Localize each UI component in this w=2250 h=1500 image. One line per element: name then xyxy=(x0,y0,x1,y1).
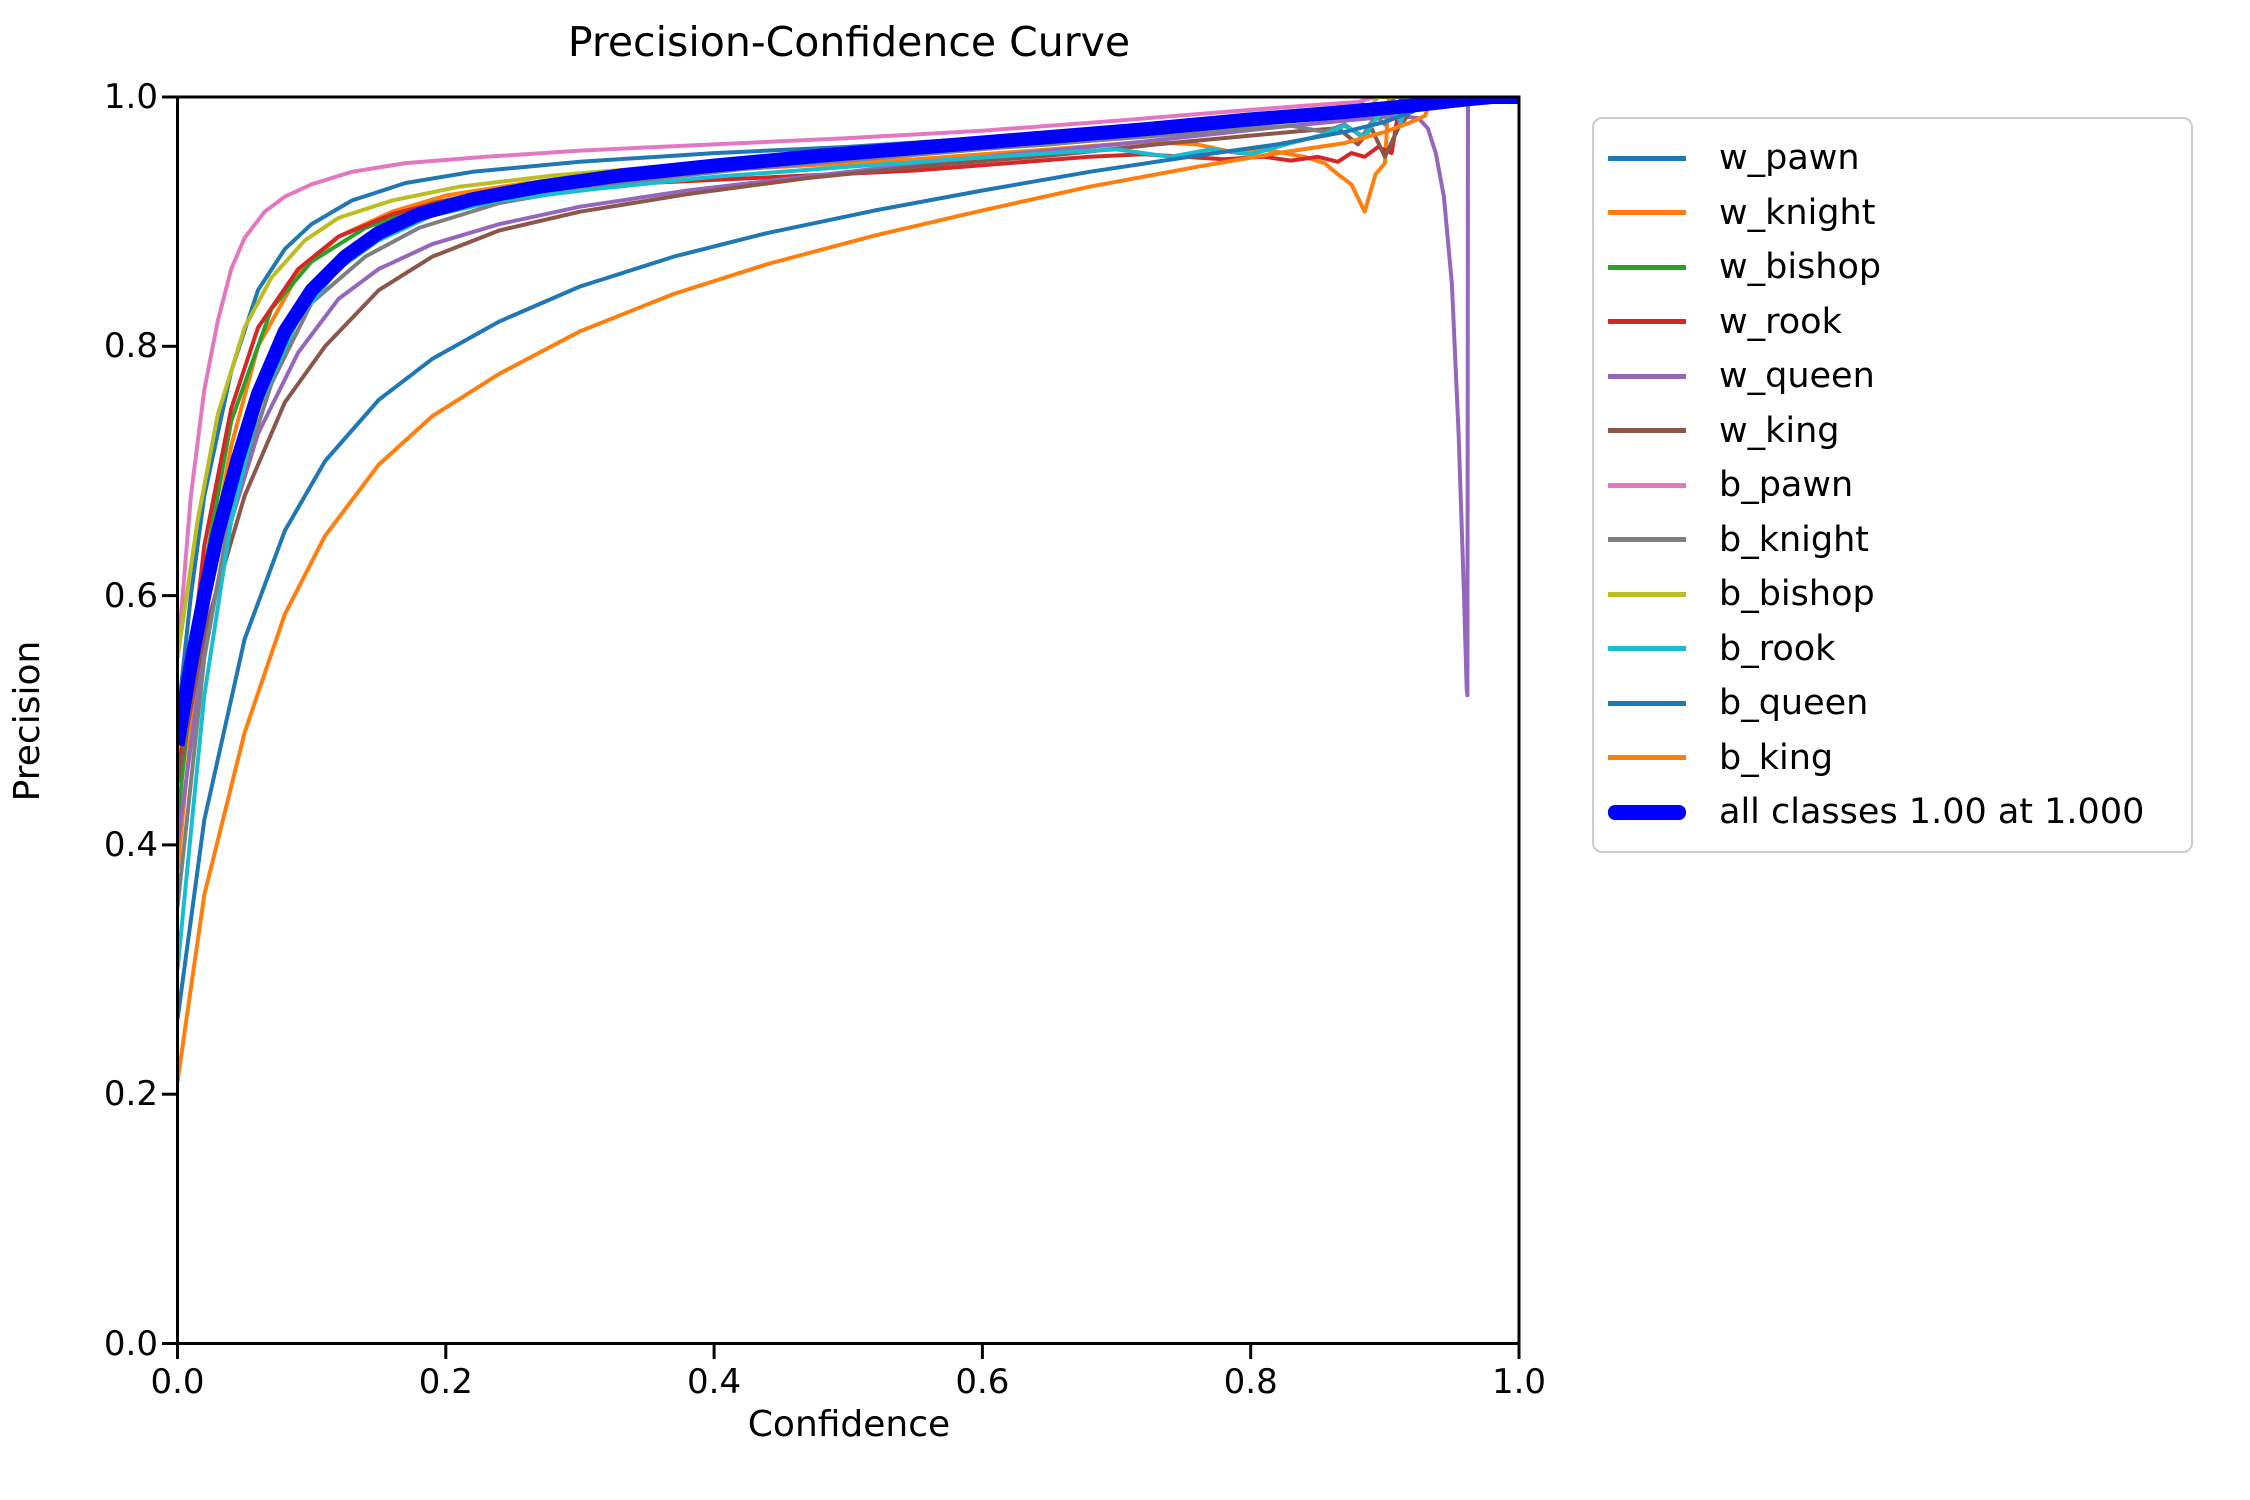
legend-item-label: b_pawn xyxy=(1719,465,1854,505)
legend-line-swatch xyxy=(1608,700,1686,706)
legend-item: b_rook xyxy=(1594,622,2191,676)
legend-line-swatch xyxy=(1608,373,1686,379)
legend-line-swatch xyxy=(1608,210,1686,215)
x-tick-label: 1.0 xyxy=(1491,1362,1547,1402)
y-tick-label: 0.6 xyxy=(103,575,158,616)
x-tick-label: 0.4 xyxy=(687,1362,742,1402)
curve-w_pawn xyxy=(177,97,1385,721)
legend-item-label: b_king xyxy=(1719,737,1834,778)
legend-line-swatch xyxy=(1608,155,1686,161)
legend-line-swatch xyxy=(1608,428,1686,433)
curve-w_queen xyxy=(177,97,1474,846)
legend-line-swatch xyxy=(1608,591,1686,597)
legend-line-swatch xyxy=(1608,482,1686,488)
legend-item: b_pawn xyxy=(1594,458,2191,512)
x-tick-label: 0.6 xyxy=(955,1362,1010,1402)
curve-lines xyxy=(177,97,1519,1082)
y-tick-label: 0.2 xyxy=(103,1074,158,1115)
legend-item: w_knight xyxy=(1594,186,2191,240)
curve-b_pawn xyxy=(177,97,1399,659)
x-tick-label: 0.0 xyxy=(150,1362,205,1402)
curve-w_rook xyxy=(177,97,1419,783)
legend-item-label: w_rook xyxy=(1719,301,1842,342)
legend-item-label: w_queen xyxy=(1719,356,1875,396)
legend-item-label: b_rook xyxy=(1719,628,1836,669)
x-axis-label: Confidence xyxy=(747,1404,951,1445)
legend-item-label: w_king xyxy=(1719,410,1840,451)
legend-item-label: b_bishop xyxy=(1719,574,1875,614)
x-tick-label: 0.8 xyxy=(1223,1362,1278,1402)
y-tick-label: 0.4 xyxy=(103,824,158,865)
legend-item: b_queen xyxy=(1594,676,2191,730)
curve-b_king xyxy=(177,97,1446,1082)
legend-item-label: b_queen xyxy=(1719,683,1869,723)
legend-item: b_king xyxy=(1594,731,2191,785)
y-tick-label: 0.0 xyxy=(103,1323,158,1364)
y-tick-label: 1.0 xyxy=(103,77,158,117)
legend-box: w_pawn w_knight w_bishop w_rook w_queen … xyxy=(1592,117,2193,853)
legend-item: w_rook xyxy=(1594,295,2191,349)
chart-title: Precision-Confidence Curve xyxy=(567,18,1131,66)
legend-item-label: w_pawn xyxy=(1719,138,1860,178)
axes-spines xyxy=(176,95,1521,1345)
legend-line-swatch xyxy=(1608,537,1686,542)
legend-item-label: w_knight xyxy=(1719,192,1876,233)
legend-line-swatch xyxy=(1608,646,1686,651)
legend-line-swatch xyxy=(1608,804,1686,820)
legend-item-label: b_knight xyxy=(1719,519,1870,560)
legend-item: all classes 1.00 at 1.000 xyxy=(1594,785,2191,839)
y-tick-label: 0.8 xyxy=(103,326,158,367)
curve-w_bishop xyxy=(177,97,1426,821)
curve-b_queen xyxy=(177,97,1446,1020)
axis-ticks xyxy=(162,95,1521,1359)
curve-b_knight xyxy=(177,97,1412,908)
legend-item-label: w_bishop xyxy=(1719,247,1882,287)
curve-w_king xyxy=(177,97,1426,783)
legend-line-swatch xyxy=(1608,264,1686,270)
x-tick-label: 0.2 xyxy=(418,1362,473,1402)
legend-item: w_king xyxy=(1594,404,2191,458)
legend-line-swatch xyxy=(1608,319,1686,324)
legend-item: b_knight xyxy=(1594,513,2191,567)
legend-item: w_pawn xyxy=(1594,131,2191,185)
legend-item-label: all classes 1.00 at 1.000 xyxy=(1719,792,2145,832)
legend-item: w_bishop xyxy=(1594,240,2191,294)
curve-all-classes xyxy=(177,97,1519,747)
legend-line-swatch xyxy=(1608,755,1686,760)
legend-item: w_queen xyxy=(1594,349,2191,403)
legend-item: b_bishop xyxy=(1594,567,2191,621)
